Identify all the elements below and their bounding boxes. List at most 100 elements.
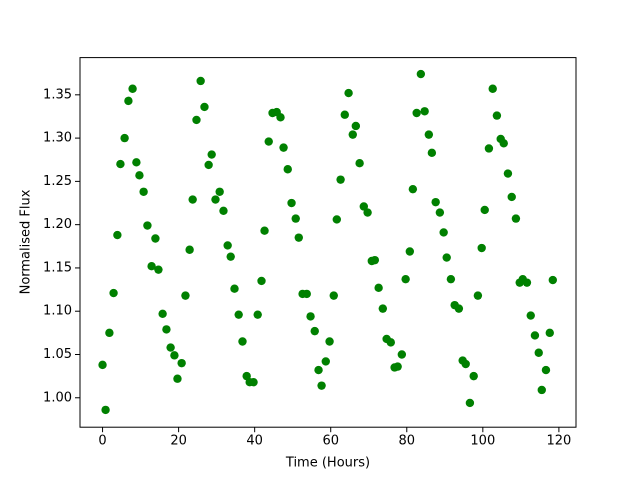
data-point xyxy=(135,171,144,180)
data-point xyxy=(492,111,502,120)
data-point xyxy=(386,338,396,347)
data-point xyxy=(503,169,513,178)
data-point xyxy=(283,165,292,174)
data-point xyxy=(359,202,369,211)
data-point xyxy=(154,265,163,274)
data-point xyxy=(230,284,239,293)
data-point xyxy=(541,365,551,375)
data-point xyxy=(173,374,182,383)
data-point xyxy=(424,130,434,139)
x-tick-label: 60 xyxy=(322,434,339,449)
data-point xyxy=(109,288,118,298)
data-point xyxy=(378,304,388,313)
data-point xyxy=(363,208,372,217)
data-point xyxy=(442,253,451,262)
data-point xyxy=(98,360,107,370)
data-point xyxy=(215,187,224,196)
data-point xyxy=(124,96,133,106)
data-point xyxy=(348,130,357,139)
data-point xyxy=(488,84,497,93)
data-point xyxy=(147,262,156,271)
data-point xyxy=(469,371,478,381)
data-point xyxy=(116,159,125,169)
data-point xyxy=(355,159,364,168)
data-point xyxy=(291,214,300,223)
data-point xyxy=(120,133,129,143)
data-point xyxy=(351,121,361,131)
data-point xyxy=(211,195,220,204)
data-point xyxy=(545,328,554,338)
data-point xyxy=(181,291,190,300)
data-point xyxy=(435,208,445,217)
y-tick-label: 1.20 xyxy=(43,217,72,232)
data-point xyxy=(332,215,342,224)
data-point xyxy=(302,289,311,299)
data-point xyxy=(374,283,383,293)
data-point xyxy=(177,358,186,368)
data-point xyxy=(548,275,558,285)
data-point xyxy=(336,175,345,184)
data-point xyxy=(321,357,330,366)
data-point xyxy=(249,377,258,387)
y-axis-label: Normalised Flux xyxy=(19,189,34,294)
data-point xyxy=(207,150,216,159)
data-point xyxy=(340,110,349,119)
data-point xyxy=(113,230,122,240)
data-point xyxy=(507,192,516,202)
data-point xyxy=(151,234,160,243)
data-point xyxy=(238,337,247,346)
data-point xyxy=(158,309,167,319)
data-point xyxy=(499,139,508,148)
y-tick-label: 1.35 xyxy=(43,87,72,102)
y-tick-label: 1.15 xyxy=(43,260,72,275)
data-point xyxy=(446,274,456,284)
data-point xyxy=(408,184,418,194)
data-point xyxy=(196,76,205,86)
data-point xyxy=(253,310,262,319)
data-point xyxy=(279,143,288,152)
data-point xyxy=(370,255,380,265)
data-point xyxy=(317,381,326,390)
data-point xyxy=(188,195,197,204)
data-point xyxy=(170,351,179,360)
x-tick-label: 100 xyxy=(470,434,495,449)
data-point xyxy=(427,148,437,158)
data-point xyxy=(223,241,232,250)
y-tick-label: 1.30 xyxy=(43,131,72,146)
y-tick-label: 1.05 xyxy=(43,347,72,362)
x-tick-label: 120 xyxy=(546,434,571,449)
data-point xyxy=(166,343,175,352)
data-point xyxy=(101,405,110,415)
data-point xyxy=(128,84,137,93)
data-point xyxy=(105,328,114,338)
y-tick-label: 1.25 xyxy=(43,174,72,189)
data-point xyxy=(530,331,540,340)
x-tick-label: 0 xyxy=(98,434,106,449)
data-point xyxy=(143,221,152,230)
data-point xyxy=(329,291,338,300)
data-point xyxy=(276,113,285,122)
data-point xyxy=(477,243,486,253)
plot-frame xyxy=(79,57,577,428)
data-point xyxy=(325,337,334,346)
data-point xyxy=(397,350,407,359)
data-point xyxy=(420,107,429,116)
data-point xyxy=(465,398,475,408)
data-point xyxy=(314,365,323,375)
data-point xyxy=(511,214,521,223)
data-point xyxy=(257,276,266,286)
data-point xyxy=(132,158,141,167)
data-point xyxy=(200,102,209,112)
data-point xyxy=(204,160,213,170)
data-point xyxy=(306,312,315,321)
x-tick-label: 40 xyxy=(246,434,263,449)
data-point xyxy=(344,88,353,98)
data-point xyxy=(484,144,494,153)
data-point xyxy=(162,325,171,334)
data-point xyxy=(431,197,440,207)
data-point xyxy=(264,137,273,146)
data-point xyxy=(185,245,194,254)
x-tick-label: 20 xyxy=(170,434,187,449)
data-point xyxy=(405,247,415,256)
